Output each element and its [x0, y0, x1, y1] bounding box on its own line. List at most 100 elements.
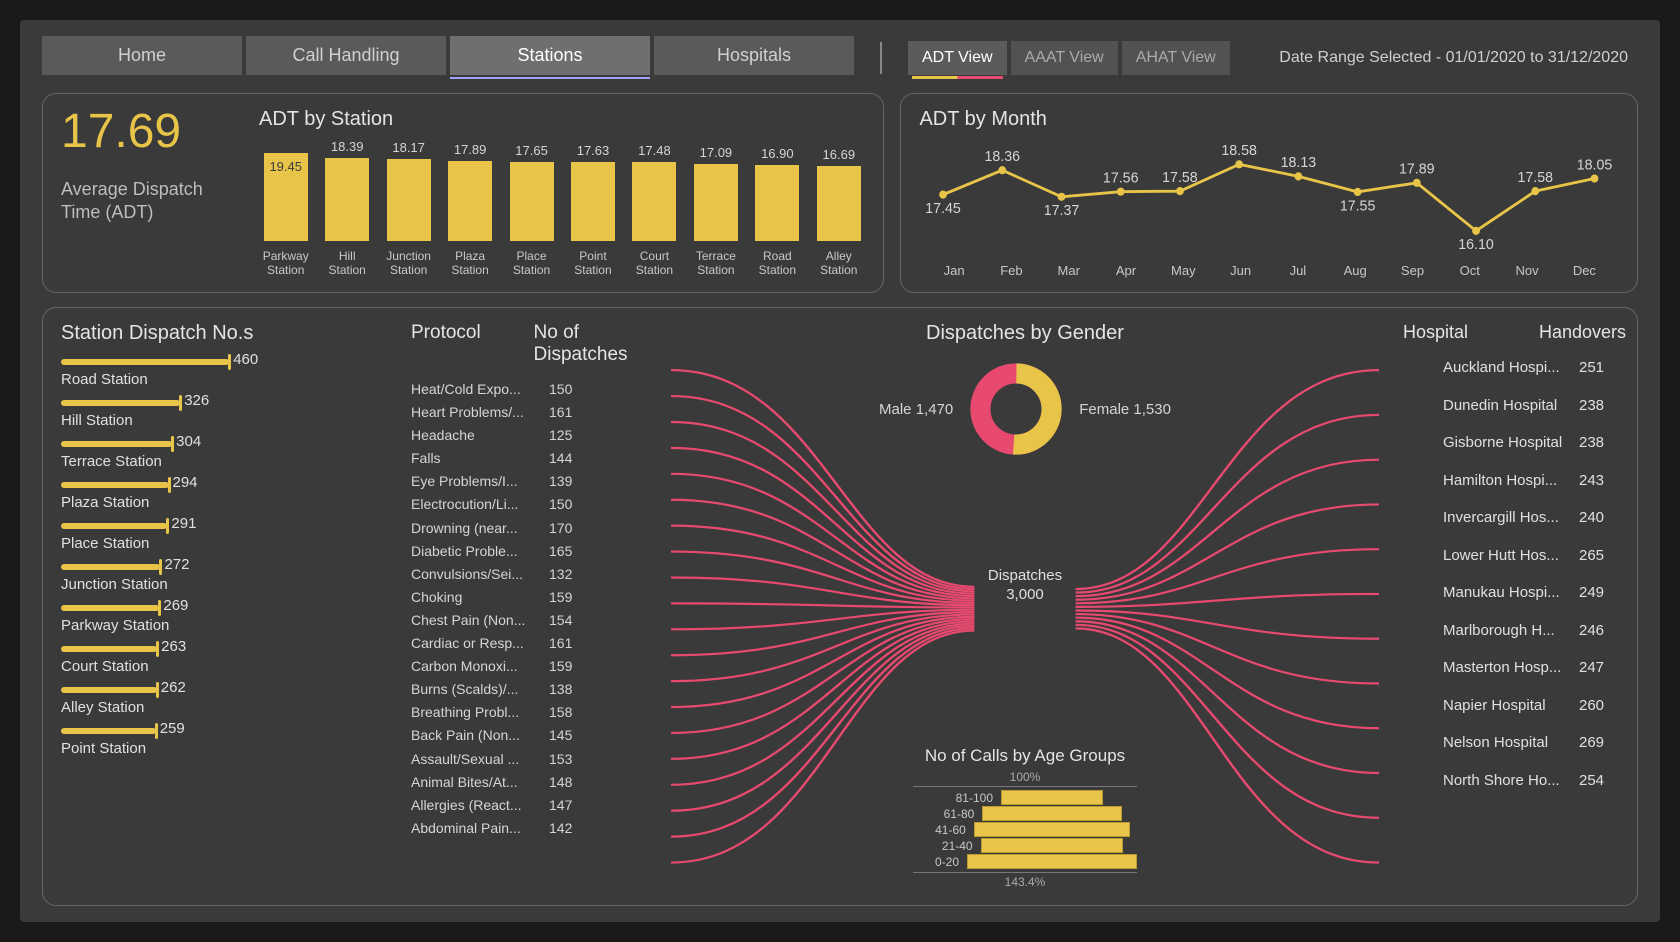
svg-text:17.89: 17.89	[1400, 161, 1436, 177]
view-nav: ADT ViewAAAT ViewAHAT View	[908, 41, 1230, 75]
age-funnel-block: No of Calls by Age Groups 100% 81-10061-…	[671, 746, 1379, 889]
hospital-row: Nelson Hospital269	[1389, 734, 1619, 751]
age-funnel-row: 81-100	[947, 790, 1103, 805]
dispatches-value: 3,000	[671, 586, 1379, 605]
protocol-column: Protocol No of Dispatches Heat/Cold Expo…	[411, 322, 661, 891]
station-dispatch-item[interactable]: 326 Hill Station	[61, 400, 401, 429]
age-funnel-row: 21-40	[927, 838, 1124, 853]
protocol-row: Heart Problems/...161	[411, 401, 661, 424]
hospital-row: Dunedin Hospital238	[1389, 397, 1619, 414]
dispatches-header: No of Dispatches	[534, 322, 661, 366]
hospital-row: Masterton Hosp...247	[1389, 659, 1619, 676]
protocol-row: Choking159	[411, 586, 661, 609]
protocol-row: Abdominal Pain...142	[411, 817, 661, 840]
nav-tab-home[interactable]: Home	[42, 36, 242, 75]
hospital-row: Invercargill Hos...240	[1389, 509, 1619, 526]
month-label: Dec	[1556, 263, 1613, 278]
bar-0: 19.45	[259, 153, 312, 241]
view-tab-aaat-view[interactable]: AAAT View	[1011, 41, 1118, 75]
station-dispatch-item[interactable]: 304 Terrace Station	[61, 441, 401, 470]
svg-text:18.58: 18.58	[1222, 143, 1258, 159]
protocol-row: Chest Pain (Non...154	[411, 609, 661, 632]
bar-6: 17.48	[628, 143, 681, 241]
hospital-row: Manukau Hospi...249	[1389, 584, 1619, 601]
month-label: Aug	[1327, 263, 1384, 278]
view-tab-ahat-view[interactable]: AHAT View	[1122, 41, 1230, 75]
hospital-row: Gisborne Hospital238	[1389, 434, 1619, 451]
bar-x-label: RoadStation	[752, 249, 802, 278]
protocol-row: Convulsions/Sei...132	[411, 563, 661, 586]
age-top-label: 100%	[1010, 770, 1041, 784]
primary-nav: HomeCall HandlingStationsHospitals	[42, 36, 854, 79]
nav-tab-stations[interactable]: Stations	[450, 36, 650, 75]
protocol-row: Diabetic Proble...165	[411, 540, 661, 563]
svg-text:17.56: 17.56	[1103, 170, 1139, 186]
nav-tab-call-handling[interactable]: Call Handling	[246, 36, 446, 75]
station-dispatch-item[interactable]: 460 Road Station	[61, 359, 401, 388]
gender-donut-block: Male 1,470 Female 1,530	[671, 362, 1379, 456]
hospital-header: Hospital	[1403, 322, 1533, 343]
station-dispatch-item[interactable]: 272 Junction Station	[61, 564, 401, 593]
month-label: Mar	[1040, 263, 1097, 278]
protocol-row: Electrocution/Li...150	[411, 493, 661, 516]
bar-4: 17.65	[505, 143, 558, 241]
bar-9: 16.69	[812, 147, 865, 241]
protocol-row: Back Pain (Non...145	[411, 724, 661, 747]
station-dispatch-item[interactable]: 291 Place Station	[61, 523, 401, 552]
svg-text:18.36: 18.36	[985, 149, 1021, 165]
station-dispatch-item[interactable]: 269 Parkway Station	[61, 605, 401, 634]
station-dispatch-item[interactable]: 259 Point Station	[61, 728, 401, 757]
kpi-block: 17.69 Average Dispatch Time (ADT)	[61, 108, 231, 278]
dispatches-label: Dispatches	[671, 567, 1379, 586]
svg-text:17.58: 17.58	[1518, 170, 1554, 186]
adt-by-station-panel: 17.69 Average Dispatch Time (ADT) ADT by…	[42, 93, 884, 293]
month-label: Feb	[983, 263, 1040, 278]
protocol-row: Falls144	[411, 447, 661, 470]
bar-8: 16.90	[751, 146, 804, 241]
protocol-row: Heat/Cold Expo...150	[411, 378, 661, 401]
station-name: Parkway Station	[61, 617, 401, 634]
center-flow-column: Dispatches by Gender Male 1,470 Female 1…	[671, 322, 1379, 891]
station-dispatch-column: Station Dispatch No.s 460 Road Station 3…	[61, 322, 401, 891]
station-dispatch-item[interactable]: 263 Court Station	[61, 646, 401, 675]
bar-1: 18.39	[320, 139, 373, 241]
date-range-label: Date Range Selected - 01/01/2020 to 31/1…	[1279, 49, 1638, 67]
station-name: Point Station	[61, 740, 401, 757]
line-chart-svg: 17.4518.3617.3717.5617.5818.5818.1317.55…	[919, 137, 1619, 263]
section-title: Station Dispatch No.s	[61, 322, 401, 345]
bar-3: 17.89	[443, 142, 496, 242]
station-name: Hill Station	[61, 412, 401, 429]
protocol-row: Drowning (near...170	[411, 517, 661, 540]
protocol-row: Burns (Scalds)/...138	[411, 678, 661, 701]
hospital-row: North Shore Ho...254	[1389, 772, 1619, 789]
bar-x-label: AlleyStation	[814, 249, 864, 278]
station-dispatch-item[interactable]: 294 Plaza Station	[61, 482, 401, 511]
svg-text:17.55: 17.55	[1340, 198, 1376, 214]
adt-by-month-chart: ADT by Month 17.4518.3617.3717.5617.5818…	[919, 108, 1619, 278]
protocol-row: Cardiac or Resp...161	[411, 632, 661, 655]
top-bar: HomeCall HandlingStationsHospitals ADT V…	[42, 36, 1638, 79]
station-dispatch-item[interactable]: 262 Alley Station	[61, 687, 401, 716]
top-panels-row: 17.69 Average Dispatch Time (ADT) ADT by…	[42, 93, 1638, 293]
age-funnel-row: 0-20	[913, 854, 1137, 869]
dispatches-center-label: Dispatches 3,000	[671, 567, 1379, 605]
hospital-column: Hospital Handovers Auckland Hospi...251D…	[1389, 322, 1619, 891]
adt-by-station-chart: ADT by Station 19.4518.3918.1717.8917.65…	[259, 108, 865, 278]
view-tab-adt-view[interactable]: ADT View	[908, 41, 1007, 75]
hospital-row: Hamilton Hospi...243	[1389, 472, 1619, 489]
nav-tab-hospitals[interactable]: Hospitals	[654, 36, 854, 75]
dashboard: HomeCall HandlingStationsHospitals ADT V…	[20, 20, 1660, 922]
month-label: Nov	[1498, 263, 1555, 278]
protocol-header: Protocol	[411, 322, 526, 366]
age-bottom-label: 143.4%	[1005, 875, 1046, 889]
month-label: Sep	[1384, 263, 1441, 278]
bottom-panel-row: Station Dispatch No.s 460 Road Station 3…	[42, 307, 1638, 906]
protocol-row: Breathing Probl...158	[411, 701, 661, 724]
gender-donut	[969, 362, 1063, 456]
protocol-row: Allergies (React...147	[411, 794, 661, 817]
month-label: Apr	[1097, 263, 1154, 278]
station-name: Place Station	[61, 535, 401, 552]
hospital-row: Marlborough H...246	[1389, 622, 1619, 639]
kpi-label: Average Dispatch Time (ADT)	[61, 178, 231, 225]
protocol-row: Assault/Sexual ...153	[411, 748, 661, 771]
